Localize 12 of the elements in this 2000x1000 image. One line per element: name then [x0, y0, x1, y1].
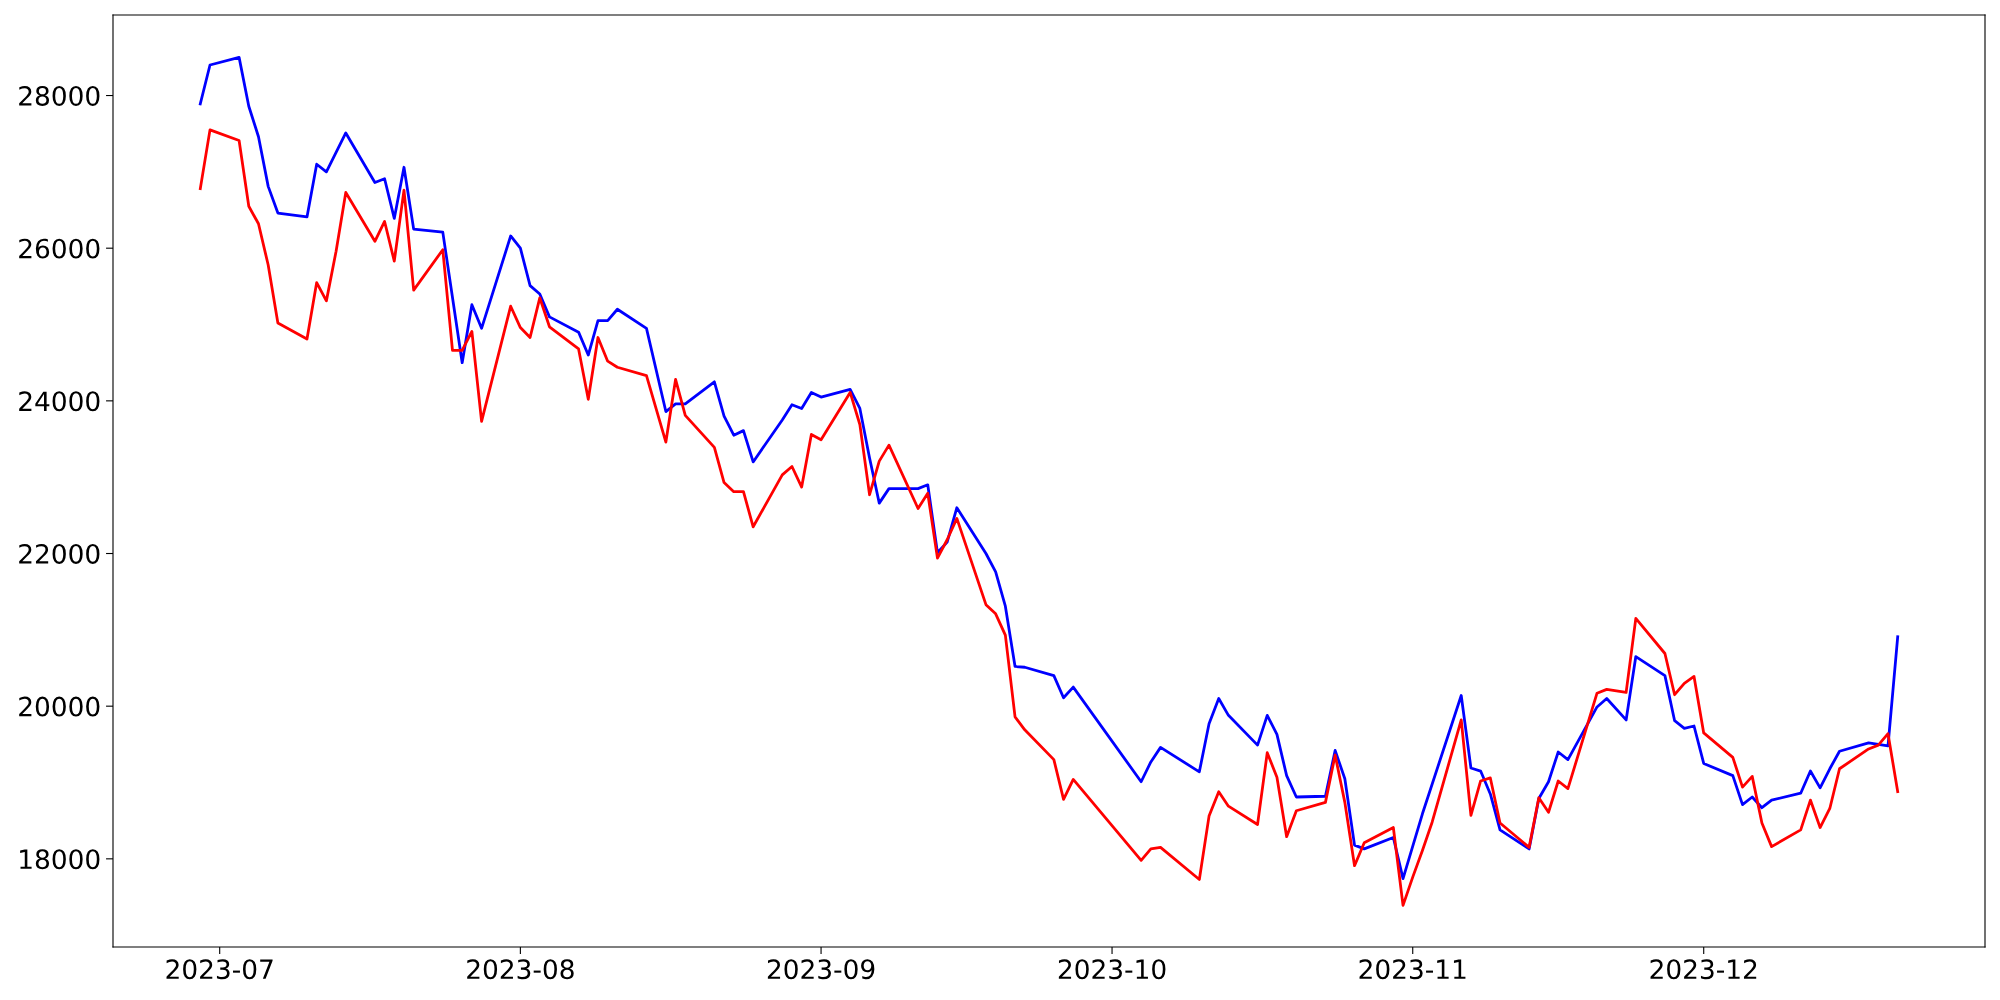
x-tick-label: 2023-10	[1058, 959, 1166, 980]
y-tick-label: 28000	[19, 85, 100, 106]
x-tick-label: 2023-09	[767, 959, 875, 980]
y-tick-label: 18000	[20, 849, 100, 870]
y-tick-label: 26000	[19, 238, 100, 259]
x-tick-label: 2023-12	[1650, 959, 1757, 980]
x-tick-label: 2023-08	[467, 959, 574, 980]
x-tick-label: 2023-11	[1359, 959, 1466, 980]
y-tick-label: 20000	[19, 696, 100, 717]
y-tick-label: 24000	[19, 391, 100, 412]
y-tick-label: 22000	[19, 543, 100, 564]
x-tick-label: 2023-07	[166, 959, 273, 980]
